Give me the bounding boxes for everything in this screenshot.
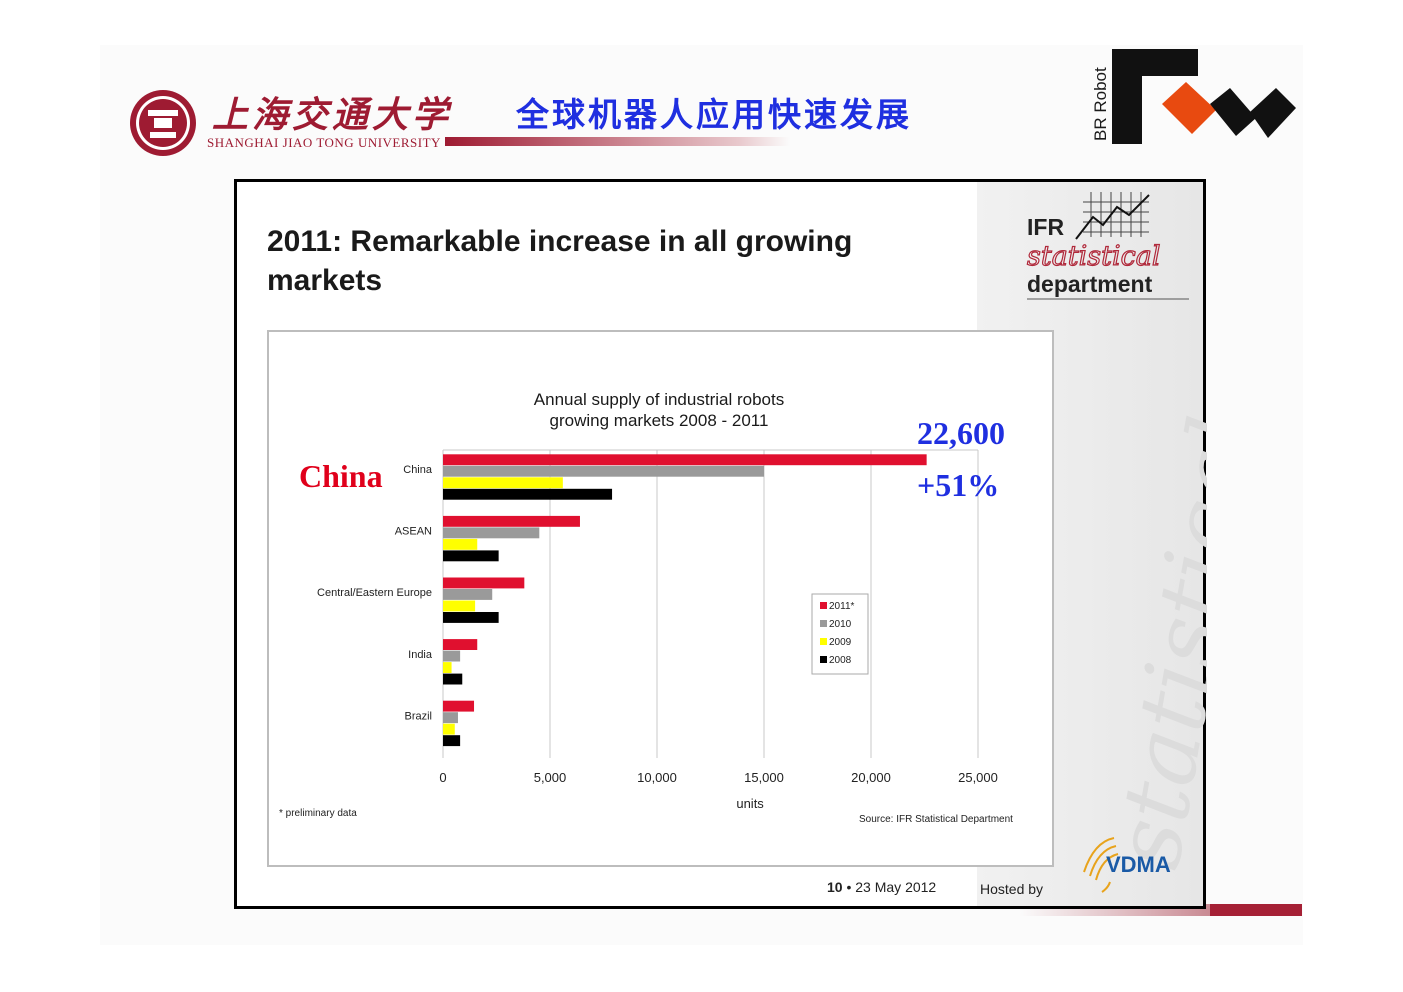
china-growth-annotation: +51%: [917, 467, 1000, 503]
x-tick-label: 20,000: [851, 770, 891, 785]
statistical-label: statistical: [1027, 241, 1160, 272]
statistical-watermark: statistical: [1117, 409, 1207, 876]
br-robot-logo-icon: BR Robot: [1091, 49, 1296, 144]
ifr-statistical-logo-icon: IFR statistical department: [1026, 192, 1189, 300]
bar-chart: 0 5,000 10,000 15,000 20,000 25,000 units China…: [317, 449, 998, 811]
bar-2008-china: [443, 488, 613, 500]
footer-separator: •: [846, 879, 856, 895]
hosted-by-label: Hosted by: [980, 881, 1044, 897]
chart-title-line2: growing markets 2008 - 2011: [549, 411, 769, 430]
bar-2010-brazil: [443, 712, 458, 724]
bar-2008-central-eastern-europe: [443, 612, 499, 623]
category-label: India: [408, 649, 433, 661]
bar-2010-india: [443, 650, 461, 662]
university-name-en: SHANGHAI JIAO TONG UNIVERSITY: [207, 135, 441, 150]
footer-date: 23 May 2012: [855, 879, 937, 895]
x-tick-label: 5,000: [534, 770, 567, 785]
page-number: 10: [827, 879, 843, 895]
bar-2011-central-eastern-europe: [443, 577, 525, 589]
bar-2009-india: [443, 662, 452, 673]
x-tick-label: 25,000: [958, 770, 998, 785]
bar-2009-brazil: [443, 723, 455, 735]
bar-2011-china: [443, 454, 927, 466]
legend-label: 2011*: [829, 601, 855, 612]
legend-label: 2010: [829, 619, 852, 630]
bar-2009-asean: [443, 538, 478, 550]
bar-2008-india: [443, 673, 463, 685]
legend-label: 2009: [829, 637, 852, 648]
category-label: Brazil: [404, 710, 432, 722]
bar-2011-asean: [443, 515, 580, 527]
legend-swatch: [820, 638, 827, 645]
chart-title-line1: Annual supply of industrial robots: [533, 390, 785, 409]
department-label: department: [1027, 271, 1153, 297]
legend-label: 2008: [829, 655, 852, 666]
x-axis-label: units: [736, 796, 764, 811]
svg-text:statistical: statistical: [1117, 409, 1207, 876]
header-accent-bar: [445, 137, 790, 146]
bar-2009-central-eastern-europe: [443, 600, 476, 612]
bar-2008-asean: [443, 550, 499, 562]
bar-2010-asean: [443, 527, 540, 539]
ifr-label: IFR: [1027, 214, 1064, 240]
preliminary-note: * preliminary data: [279, 808, 357, 819]
sjtu-emblem-icon: [130, 90, 196, 156]
vdma-logo-icon: VDMA: [1083, 837, 1171, 893]
legend-swatch: [820, 620, 827, 627]
legend-swatch: [820, 656, 827, 663]
x-tick-label: 10,000: [637, 770, 677, 785]
bar-2008-brazil: [443, 735, 461, 747]
university-name-cn: 上海交通大学: [212, 94, 453, 136]
category-label: Central/Eastern Europe: [317, 587, 432, 599]
bar-2010-china: [443, 465, 764, 477]
vdma-label: VDMA: [1106, 852, 1171, 877]
brand-text: BR Robot: [1091, 67, 1110, 141]
bar-2011-india: [443, 639, 478, 650]
chart-title: Annual supply of industrial robots growi…: [469, 389, 849, 431]
china-annotation: China: [299, 458, 383, 494]
x-tick-label: 15,000: [744, 770, 784, 785]
bar-2011-brazil: [443, 700, 475, 712]
content-panel: statistical 2011: Remarkable increase in…: [234, 179, 1207, 909]
category-label: ASEAN: [395, 526, 432, 538]
slide-footer: 10 • 23 May 2012: [827, 879, 936, 895]
slide-title: 全球机器人应用快速发展: [516, 95, 912, 134]
chart-container: 0 5,000 10,000 15,000 20,000 25,000 units China…: [267, 330, 1054, 867]
chart-source: Source: IFR Statistical Department: [859, 814, 1013, 825]
bar-2009-china: [443, 477, 563, 489]
china-value-annotation: 22,600: [917, 415, 1005, 451]
legend-swatch: [820, 602, 827, 609]
x-tick-label: 0: [439, 770, 446, 785]
panel-title: 2011: Remarkable increase in all growing…: [267, 225, 853, 297]
footer-accent-bar: [1210, 904, 1302, 916]
category-label: China: [403, 464, 433, 476]
bar-2010-central-eastern-europe: [443, 589, 493, 600]
